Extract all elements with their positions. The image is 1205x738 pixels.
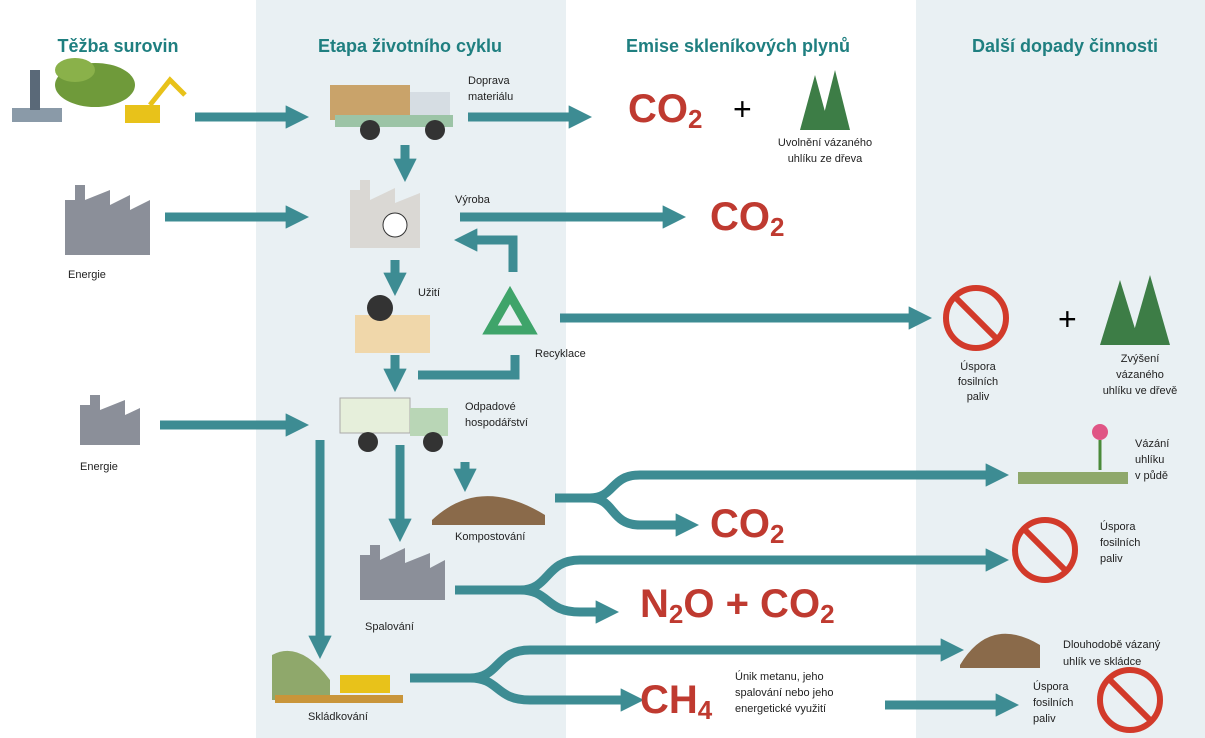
gas-sub: 2 — [820, 599, 834, 629]
impact: fosilních — [958, 376, 998, 388]
impact: v půdě — [1135, 470, 1168, 482]
note: spalování nebo jeho — [735, 687, 833, 699]
impact: Úspora — [1100, 520, 1136, 533]
header: Další dopady činnosti — [972, 36, 1158, 56]
gas-sub: 2 — [770, 212, 784, 242]
impact: Dlouhodobě vázaný — [1063, 639, 1161, 651]
note: energetické využití — [735, 703, 826, 715]
gas-part: O + CO — [683, 582, 820, 626]
plus: + — [733, 91, 752, 127]
impact: uhlík ve skládce — [1063, 656, 1141, 668]
header: Emise skleníkových plynů — [626, 36, 850, 56]
impact: paliv — [967, 391, 990, 403]
stage-label: materiálu — [468, 91, 513, 103]
gas-part: CO — [710, 195, 770, 239]
note: Únik metanu, jeho — [735, 670, 824, 683]
stage-label: Užití — [418, 287, 440, 299]
gas: CH4 — [640, 678, 713, 725]
note: Uvolnění vázaného — [778, 137, 872, 149]
plus: + — [1058, 301, 1077, 337]
gas-part: CO — [710, 502, 770, 546]
impact: paliv — [1100, 553, 1123, 565]
gas: CO2 — [710, 195, 784, 242]
impact: Úspora — [960, 360, 996, 373]
note: uhlíku ze dřeva — [788, 153, 863, 165]
stage-label: Kompostování — [455, 531, 525, 543]
diagram: Těžba surovin Etapa životního cyklu Emis… — [0, 0, 1205, 738]
impact: uhlíku ve dřevě — [1103, 385, 1178, 397]
impact: fosilních — [1033, 697, 1073, 709]
gas-part: CO — [628, 87, 688, 131]
gas-part: N — [640, 582, 669, 626]
headers: Těžba surovin Etapa životního cyklu Emis… — [57, 36, 1158, 56]
stage-label: Spalování — [365, 621, 414, 633]
gas: N2O + CO2 — [640, 582, 835, 629]
gas: CO2 — [710, 502, 784, 549]
stage-label: hospodářství — [465, 417, 528, 429]
gas: CO2 — [628, 87, 702, 134]
impact: paliv — [1033, 713, 1056, 725]
header: Těžba surovin — [57, 36, 178, 56]
input-label: Energie — [68, 269, 106, 281]
gas-sub: 4 — [698, 695, 713, 725]
gas-part: CH — [640, 678, 698, 722]
stage-label: Výroba — [455, 194, 491, 206]
impact: Zvýšení — [1121, 353, 1160, 365]
input-label: Energie — [80, 461, 118, 473]
gas-sub: 2 — [688, 104, 702, 134]
impact: Úspora — [1033, 680, 1069, 693]
stage-label: Odpadové — [465, 401, 516, 413]
stage-label: Doprava — [468, 75, 510, 87]
header: Etapa životního cyklu — [318, 36, 502, 56]
impact: vázaného — [1116, 369, 1164, 381]
impact: Vázání — [1135, 438, 1169, 450]
stage-label: Skládkování — [308, 711, 368, 723]
impact: uhlíku — [1135, 454, 1164, 466]
stage-label: Recyklace — [535, 348, 586, 360]
gas-sub: 2 — [669, 599, 683, 629]
impact: fosilních — [1100, 537, 1140, 549]
gas-sub: 2 — [770, 519, 784, 549]
